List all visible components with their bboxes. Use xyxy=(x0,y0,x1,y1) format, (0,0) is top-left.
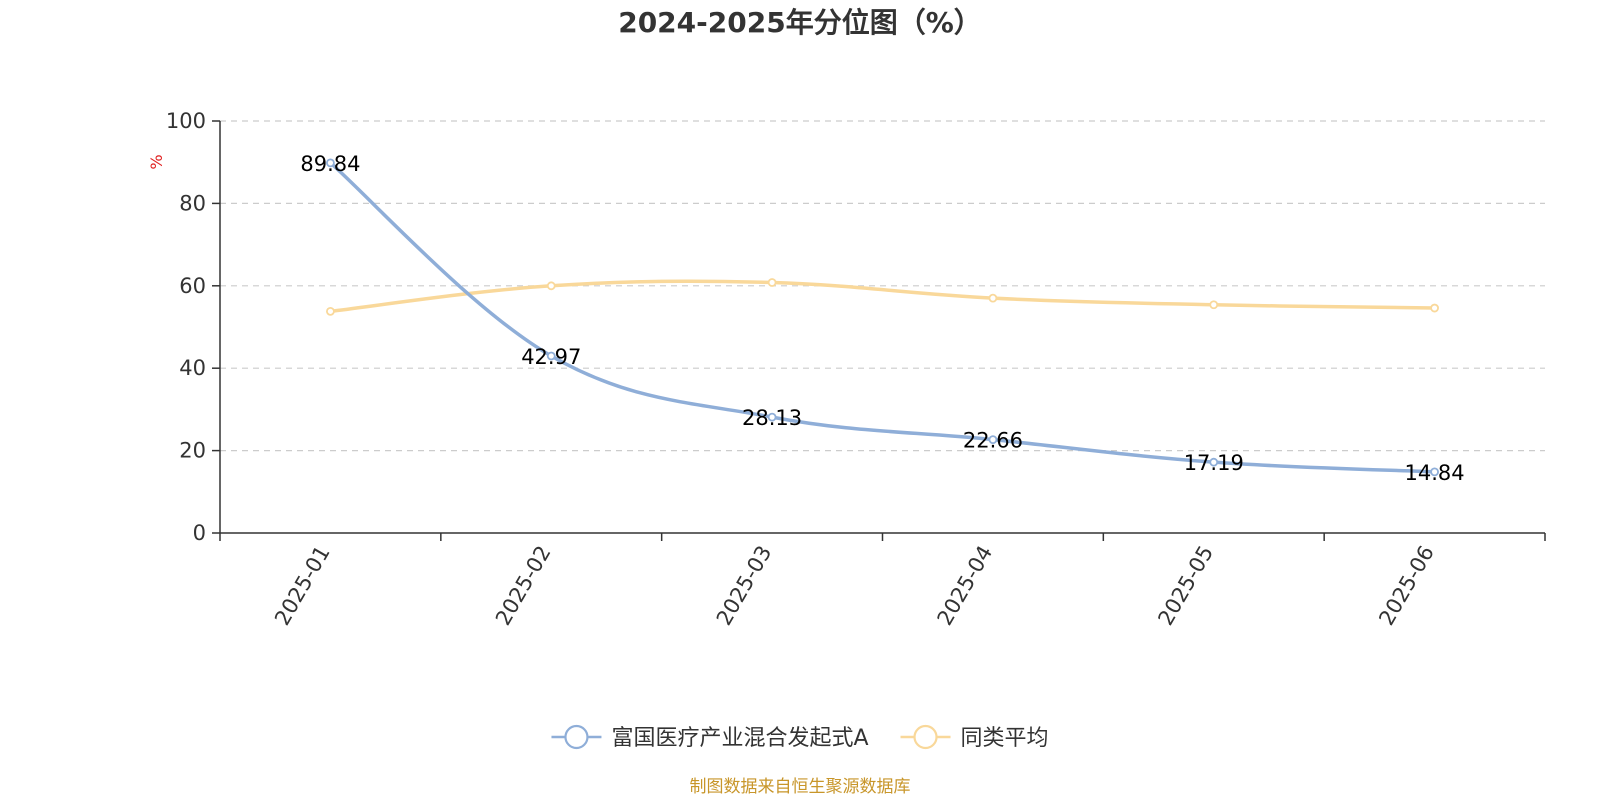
legend-item[interactable]: 同类平均 xyxy=(900,724,1049,751)
x-tick-label: 2025-05 xyxy=(1153,542,1218,630)
x-tick-label: 2025-06 xyxy=(1374,542,1439,630)
data-point[interactable] xyxy=(1430,467,1439,477)
data-label: 42.97 xyxy=(521,345,581,369)
y-tick-label: 60 xyxy=(179,274,206,298)
legend-label: 富国医疗产业混合发起式A xyxy=(611,726,868,751)
series-line xyxy=(328,279,1437,314)
series-line xyxy=(328,161,1437,474)
data-point[interactable] xyxy=(326,158,335,168)
data-label: 89.84 xyxy=(300,152,360,176)
data-label: 17.19 xyxy=(1184,451,1244,475)
gridlines xyxy=(220,120,1545,452)
data-label: 22.66 xyxy=(963,429,1023,453)
y-axis-unit-label: % xyxy=(147,154,166,169)
legend-circle-icon xyxy=(913,724,938,750)
data-point[interactable] xyxy=(1209,300,1219,310)
data-point[interactable] xyxy=(988,435,998,445)
data-labels: 89.84 42.97 28.13 22.66 17.19 14.84 xyxy=(300,152,1464,485)
y-tick-label: 80 xyxy=(179,191,206,215)
legend[interactable]: 富国医疗产业混合发起式A 同类平均 xyxy=(551,724,1049,751)
y-tick-label: 20 xyxy=(179,439,206,463)
data-label: 14.84 xyxy=(1405,461,1465,485)
y-tick-label: 0 xyxy=(193,521,206,545)
data-label: 28.13 xyxy=(742,406,802,430)
data-point[interactable] xyxy=(1430,303,1439,313)
x-tick-label: 2025-02 xyxy=(491,542,556,630)
x-tick-label: 2025-01 xyxy=(270,542,335,630)
data-point[interactable] xyxy=(546,351,556,361)
legend-circle-icon xyxy=(564,724,589,750)
source-note: 制图数据来自恒生聚源数据库 xyxy=(690,777,911,797)
chart-title: 2024-2025年分位图（%） xyxy=(618,6,982,39)
data-point[interactable] xyxy=(546,281,556,291)
data-point[interactable] xyxy=(1209,457,1219,467)
data-point[interactable] xyxy=(767,278,777,287)
y-tick-label: 100 xyxy=(166,109,206,133)
legend-item[interactable]: 富国医疗产业混合发起式A xyxy=(551,724,869,751)
data-point[interactable] xyxy=(767,412,777,422)
data-point[interactable] xyxy=(988,293,998,303)
x-tick-label: 2025-04 xyxy=(933,542,998,630)
x-tick-label: 2025-03 xyxy=(712,542,777,630)
data-point[interactable] xyxy=(326,306,335,316)
axes: 0 20 40 60 80 100 2025-01 2025-02 2025-03 2025-04… xyxy=(166,109,1546,630)
y-tick-label: 40 xyxy=(179,356,206,380)
series xyxy=(326,158,1439,477)
legend-label: 同类平均 xyxy=(961,726,1049,751)
